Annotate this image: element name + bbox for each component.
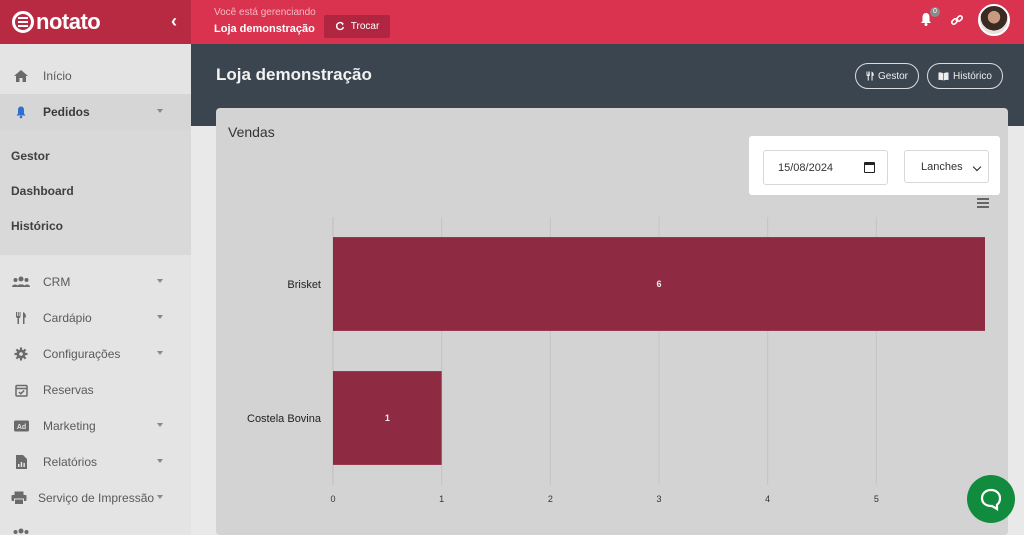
sidebar-item-configuracoes[interactable]: Configurações — [0, 336, 191, 372]
bell-icon — [12, 105, 30, 119]
sidebar-item-reservas[interactable]: Reservas — [0, 372, 191, 408]
brand-area: notato ‹ — [0, 0, 191, 44]
historico-button[interactable]: Histórico — [927, 63, 1003, 89]
chevron-down-icon — [157, 459, 163, 463]
gestor-button-label: Gestor — [878, 70, 909, 82]
utensils-icon — [12, 311, 30, 325]
top-bar: notato ‹ Você está gerenciando Loja demo… — [0, 0, 1024, 44]
chart-menu-button[interactable] — [977, 198, 989, 208]
chevron-down-icon — [972, 162, 982, 172]
notification-badge: 0 — [930, 7, 940, 17]
ad-icon: Ad — [12, 419, 30, 433]
sidebar: Início Pedidos Gestor Dashboard Históric… — [0, 44, 191, 535]
users-icon — [12, 527, 30, 535]
chevron-down-icon — [157, 279, 163, 283]
sidebar-item-label: Cardápio — [43, 311, 92, 325]
page-title: Loja demonstração — [216, 65, 372, 84]
svg-text:Ad: Ad — [16, 424, 25, 431]
calendar-icon[interactable] — [864, 162, 875, 173]
managing-label: Você está gerenciando — [214, 7, 316, 19]
sidebar-item-marketing[interactable]: Ad Marketing — [0, 408, 191, 444]
link-icon[interactable] — [950, 13, 964, 27]
utensils-icon — [866, 71, 874, 81]
refresh-icon — [335, 21, 344, 31]
sidebar-item-more[interactable] — [0, 516, 191, 535]
user-avatar[interactable] — [978, 4, 1010, 36]
gear-icon — [12, 347, 30, 361]
chat-icon — [980, 488, 1002, 511]
chat-button[interactable] — [967, 475, 1015, 523]
printer-icon — [10, 491, 28, 505]
logo-text: notato — [36, 9, 101, 34]
switch-store-label: Trocar — [350, 20, 380, 32]
chevron-down-icon — [157, 423, 163, 427]
bell-icon — [921, 13, 931, 26]
pedidos-submenu: Gestor Dashboard Histórico — [0, 130, 191, 255]
sidebar-item-label: Relatórios — [43, 455, 98, 469]
sidebar-item-inicio[interactable]: Início — [0, 58, 191, 94]
logo: notato — [12, 9, 101, 35]
sidebar-subitem-historico[interactable]: Histórico — [11, 218, 64, 233]
sidebar-subitem-dashboard[interactable]: Dashboard — [11, 183, 74, 198]
historico-button-label: Histórico — [953, 70, 992, 82]
sidebar-item-label: Pedidos — [43, 105, 90, 119]
sidebar-item-label: Marketing — [43, 419, 96, 433]
report-icon — [12, 455, 30, 469]
managed-store-name: Loja demonstração — [214, 22, 315, 35]
switch-store-button[interactable]: Trocar — [323, 14, 391, 38]
category-selected: Lanches — [921, 160, 963, 173]
sidebar-item-label: Serviço de Impressão — [38, 491, 155, 505]
date-input[interactable]: 15/08/2024 — [763, 150, 888, 185]
gestor-button[interactable]: Gestor — [855, 63, 920, 89]
sidebar-item-label: CRM — [43, 275, 71, 289]
home-icon — [12, 69, 30, 83]
sidebar-subitem-gestor[interactable]: Gestor — [11, 148, 50, 163]
sidebar-item-label: Início — [43, 69, 72, 83]
sidebar-item-cardapio[interactable]: Cardápio — [0, 300, 191, 336]
sidebar-item-label: Reservas — [43, 383, 94, 397]
chevron-down-icon — [157, 109, 163, 113]
notifications-button[interactable]: 0 — [918, 7, 940, 29]
sidebar-item-relatorios[interactable]: Relatórios — [0, 444, 191, 480]
card-title: Vendas — [228, 124, 275, 140]
sidebar-item-crm[interactable]: CRM — [0, 264, 191, 300]
filter-panel: 15/08/2024 Lanches — [749, 136, 1000, 195]
chevron-down-icon — [157, 351, 163, 355]
book-icon — [938, 71, 949, 80]
chevron-down-icon — [157, 315, 163, 319]
users-icon — [12, 275, 30, 289]
store-context: Você está gerenciando Loja demonstração — [214, 7, 316, 36]
sidebar-item-pedidos[interactable]: Pedidos — [0, 94, 191, 130]
date-value: 15/08/2024 — [778, 161, 834, 174]
sidebar-item-servico-impressao[interactable]: Serviço de Impressão — [0, 480, 191, 516]
calendar-check-icon — [12, 383, 30, 397]
top-actions: 0 — [918, 4, 1010, 36]
hamburger-icon — [977, 198, 989, 200]
collapse-sidebar-button[interactable]: ‹ — [171, 11, 177, 31]
chevron-down-icon — [157, 495, 163, 499]
logo-icon — [12, 11, 34, 33]
sidebar-item-label: Configurações — [43, 347, 121, 361]
category-select[interactable]: Lanches — [904, 150, 989, 183]
